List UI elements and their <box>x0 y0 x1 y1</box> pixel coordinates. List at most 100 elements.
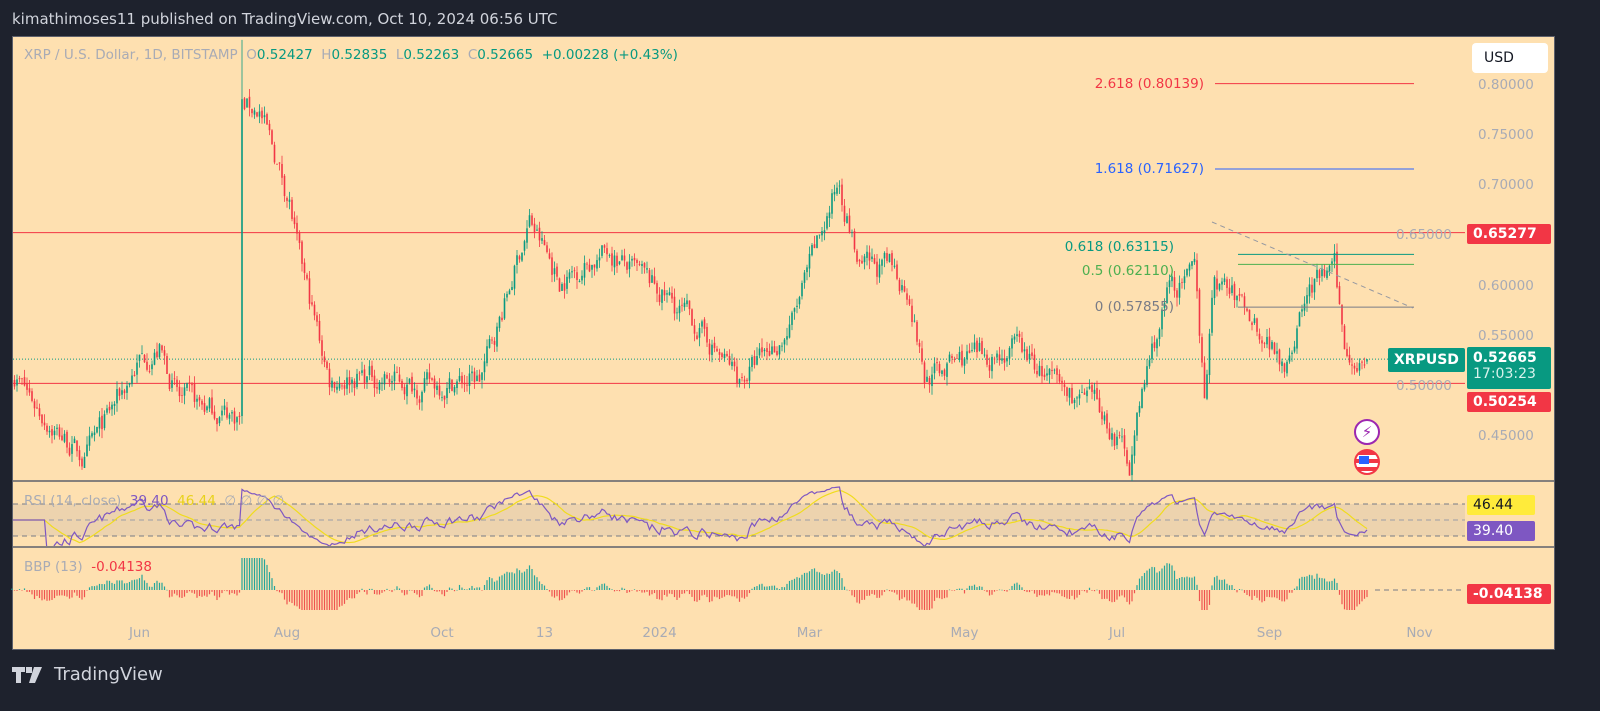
bbp-bar <box>756 586 758 590</box>
bbp-bar <box>618 590 621 592</box>
candle-body <box>1263 342 1266 344</box>
candle-body <box>833 191 836 195</box>
candle-body <box>168 374 171 389</box>
candle-body <box>911 305 913 323</box>
candle-body <box>88 435 91 446</box>
bbp-bar <box>1253 590 1256 596</box>
candle-body <box>616 255 618 266</box>
bbp-bar <box>383 590 386 592</box>
bbp-bar <box>1048 590 1051 596</box>
candle-body <box>673 296 676 314</box>
lightning-event-icon[interactable]: ⚡ <box>1354 419 1380 445</box>
bbp-legend[interactable]: BBP (13) -0.04138 <box>24 559 152 575</box>
bbp-bar <box>16 590 18 591</box>
candle-body <box>501 317 503 321</box>
bbp-bar <box>256 558 258 590</box>
candle-body <box>1228 287 1231 294</box>
candle-body <box>498 316 501 329</box>
price-tick: 0.50000 <box>1396 377 1452 394</box>
bbp-bar <box>558 590 561 601</box>
candle-body <box>151 364 153 370</box>
candle-body <box>776 351 778 355</box>
bbp-bar <box>621 587 623 590</box>
bbp-bar <box>986 590 988 593</box>
bbp-bar <box>496 580 498 590</box>
bbp-bar <box>261 558 263 590</box>
bbp-bar <box>658 590 661 600</box>
bbp-bar <box>76 590 78 596</box>
bbp-bar <box>436 590 438 592</box>
candle-body <box>891 253 893 266</box>
bbp-bar <box>801 574 803 590</box>
candle-body <box>1273 342 1276 354</box>
candle-body <box>441 397 443 398</box>
bbp-bar <box>1196 584 1198 590</box>
fib-level-label: 2.618 (0.80139) <box>1094 75 1204 92</box>
bbp-bar <box>608 588 611 590</box>
currency-button[interactable]: USD <box>1472 43 1548 73</box>
candle-body <box>263 115 266 118</box>
candle-body <box>548 253 551 259</box>
candle-body <box>1026 349 1028 361</box>
rsi-legend[interactable]: RSI (14, close) 39.40 46.44 ∅ ∅ ∅ ∅ <box>24 493 284 509</box>
bbp-bar <box>1033 590 1036 594</box>
bbp-bar <box>1018 584 1021 590</box>
candle-body <box>1211 297 1213 333</box>
candle-body <box>928 378 931 385</box>
candle-body <box>298 232 301 244</box>
bbp-bar <box>693 590 696 602</box>
bbp-bar <box>671 590 673 595</box>
candle-body <box>106 408 108 413</box>
bbp-bar <box>1118 590 1121 597</box>
bbp-bar <box>1238 589 1241 590</box>
candle-body <box>1231 285 1233 293</box>
candle-body <box>203 402 206 412</box>
candle-body <box>783 339 786 345</box>
bbp-bar <box>63 590 66 596</box>
candle-body <box>576 272 578 281</box>
bbp-bar <box>78 590 81 598</box>
candle-body <box>1146 366 1148 385</box>
bbp-bar <box>1363 590 1366 599</box>
bbp-bar <box>1023 590 1026 592</box>
bbp-bar <box>1001 589 1003 591</box>
bbp-bar <box>1211 585 1213 590</box>
candle-body <box>156 351 158 358</box>
candle-body <box>486 346 488 364</box>
candle-body <box>71 444 73 454</box>
candle-body <box>806 267 808 273</box>
bbp-bar <box>753 586 756 590</box>
tradingview-logo[interactable]: TradingView <box>12 664 163 685</box>
candle-body <box>43 422 46 426</box>
candle-body <box>778 345 781 355</box>
bbp-bar <box>931 590 933 609</box>
bbp-bar <box>213 590 216 596</box>
candle-body <box>523 241 526 251</box>
bbp-bar <box>891 590 893 592</box>
candle-body <box>561 284 563 291</box>
bbp-bar <box>553 590 556 598</box>
us-flag-event-icon[interactable] <box>1354 449 1380 475</box>
candle-body <box>481 372 483 380</box>
bbp-bar <box>1343 590 1346 610</box>
candle-body <box>1283 363 1286 372</box>
bbp-bar <box>741 590 743 598</box>
bbp-bar <box>743 590 746 599</box>
bbp-bar <box>93 586 96 590</box>
bbp-bar <box>676 590 678 600</box>
candle-body <box>823 230 826 234</box>
candle-body <box>1098 397 1101 413</box>
bbp-bar <box>601 583 603 590</box>
symbol-legend[interactable]: XRP / U.S. Dollar, 1D, BITSTAMP O0.52427… <box>24 47 678 63</box>
candle-body <box>1001 358 1003 361</box>
candle-body <box>226 407 228 418</box>
candle-body <box>953 359 956 360</box>
bbp-bar <box>1276 590 1278 599</box>
candle-body <box>1158 329 1161 340</box>
bbp-bar <box>1126 590 1128 602</box>
bbp-bar <box>1083 590 1086 592</box>
candle-body <box>478 374 481 382</box>
candle-body <box>1161 309 1163 330</box>
bbp-bar <box>588 587 591 590</box>
